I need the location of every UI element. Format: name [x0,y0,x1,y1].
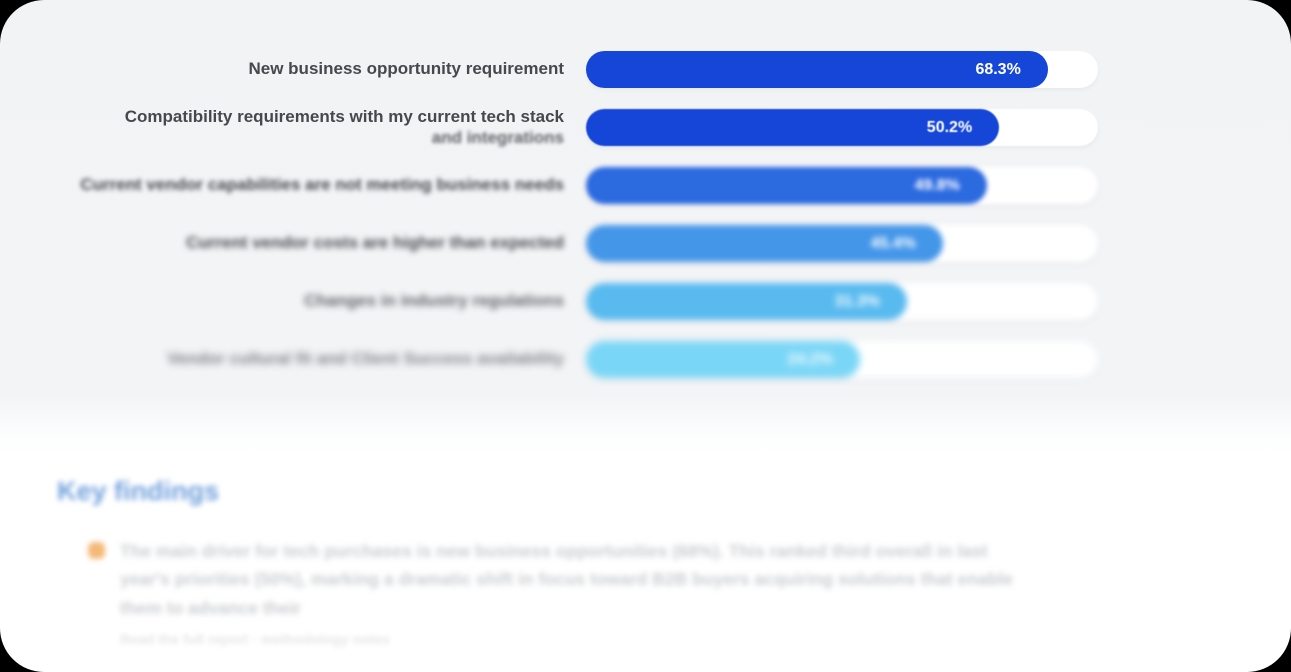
bar-chart-rows: New business opportunity requirement 68.3… [44,51,1291,378]
chart-row: Vendor cultural fit and Client Success a… [44,341,1291,378]
bar-value-label: 68.3% [975,60,1021,78]
category-label-line: Current vendor costs are higher than exp… [186,233,564,253]
category-label-line: Current vendor capabilities are not meet… [80,175,564,195]
chart-row: Current vendor costs are higher than exp… [44,225,1291,262]
bar-value-label: 45.4% [870,234,916,252]
category-label: Changes in industry regulations [44,291,564,311]
chart-row: Changes in industry regulations 31.3% [44,283,1291,320]
bar-track: 50.2% [586,109,1098,146]
category-label-line: Vendor cultural fit and Client Success a… [167,349,564,369]
bar: 45.4% [586,225,943,262]
key-findings-section: Key findings The main driver for tech pu… [0,399,1291,651]
category-label: Vendor cultural fit and Client Success a… [44,349,564,369]
bar-track: 68.3% [586,51,1098,88]
chart-row: Compatibility requirements with my curre… [44,107,1291,147]
bar: 49.8% [586,167,987,204]
bar-track: 31.3% [586,283,1098,320]
chart-row: Current vendor capabilities are not meet… [44,167,1291,204]
category-label-line: New business opportunity requirement [248,59,565,79]
category-label-line: Compatibility requirements with my curre… [124,107,564,127]
finding-item: The main driver for tech purchases is ne… [57,537,1291,651]
bar-chart: New business opportunity requirement 68.3… [44,51,1291,378]
bar-track: 45.4% [586,225,1098,262]
finding-paragraph: The main driver for tech purchases is ne… [120,540,1013,619]
finding-text-block: The main driver for tech purchases is ne… [120,537,1025,651]
category-label: Current vendor costs are higher than exp… [44,233,564,253]
bar: 50.2% [586,109,1000,146]
category-label: New business opportunity requirement [44,59,565,79]
bar-track: 24.2% [586,341,1098,378]
bar: 24.2% [586,341,860,378]
lightbulb-icon [88,541,105,559]
category-label: Current vendor capabilities are not meet… [44,175,564,195]
chart-row: New business opportunity requirement 68.3… [44,51,1291,88]
bar-value-label: 49.8% [914,176,960,194]
finding-footnote: Read the full report · methodology notes [120,630,390,647]
bar-track: 49.8% [586,167,1098,204]
key-findings-title: Key findings [57,476,220,506]
category-label: Compatibility requirements with my curre… [44,107,564,147]
bar-value-label: 31.3% [834,292,881,310]
bar: 68.3% [586,51,1048,88]
bar: 31.3% [586,283,908,320]
category-label-line: and integrations [431,127,564,147]
bar-value-label: 24.2% [787,350,833,368]
category-label-line: Changes in industry regulations [304,291,564,311]
bar-value-label: 50.2% [926,118,973,136]
